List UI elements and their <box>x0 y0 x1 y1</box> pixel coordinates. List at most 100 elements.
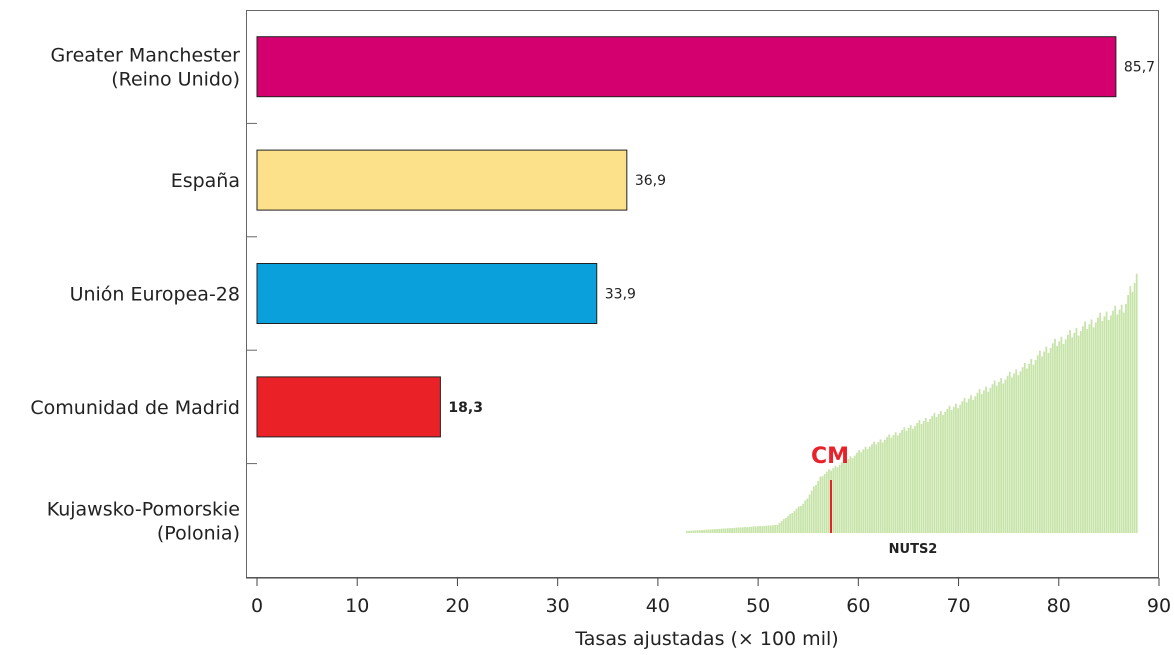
inset-bar <box>959 404 962 533</box>
inset-bar <box>785 517 787 533</box>
inset-bar <box>1079 330 1082 533</box>
inset-bar <box>711 529 714 533</box>
inset-bar <box>726 528 729 533</box>
inset-bar <box>741 527 744 533</box>
inset-bar <box>1021 367 1024 533</box>
inset-bar <box>690 530 693 533</box>
inset-bar <box>1131 291 1134 533</box>
inset-bar <box>746 527 749 533</box>
inset-bar <box>823 474 826 533</box>
inset-bar <box>789 513 792 533</box>
inset-bar <box>1105 311 1108 533</box>
x-tick-label: 90 <box>1147 595 1171 617</box>
inset-bar <box>922 420 925 533</box>
inset-bar <box>733 527 736 533</box>
inset-bar <box>819 476 822 533</box>
inset-bar <box>1043 351 1046 533</box>
inset-bar <box>787 515 789 533</box>
inset-bar <box>802 503 804 533</box>
inset-bar <box>705 529 708 533</box>
inset-bar <box>1028 363 1030 533</box>
inset-bar <box>686 531 688 533</box>
inset-bar <box>907 427 910 533</box>
inset-bar <box>924 418 927 533</box>
inset-bar <box>1023 362 1026 533</box>
inset-bar <box>980 393 983 533</box>
inset-bar <box>946 408 949 533</box>
inset-bar <box>812 486 815 533</box>
inset-bar <box>1099 312 1102 533</box>
inset-bar <box>834 465 837 533</box>
inset-bar <box>952 406 955 533</box>
inset-bar <box>899 432 901 533</box>
inset-bar <box>1103 316 1106 533</box>
inset-bar <box>1110 315 1112 533</box>
data-label: 85,7 <box>1124 60 1155 76</box>
inset-bar <box>858 450 860 533</box>
inset-bar <box>1000 378 1002 533</box>
inset-bar <box>1122 312 1125 533</box>
inset-bar <box>1017 375 1020 533</box>
inset-bar <box>1047 352 1050 533</box>
inset-bar <box>808 494 811 533</box>
inset-bar <box>1056 345 1058 533</box>
bars <box>256 36 1117 438</box>
inset-bar <box>1077 335 1080 533</box>
x-tick-label: 0 <box>251 595 263 617</box>
inset-bar <box>707 529 710 533</box>
inset-bar <box>1101 320 1104 533</box>
inset-bar <box>797 506 800 533</box>
inset-bar <box>1058 341 1061 533</box>
inset-bar <box>905 430 908 533</box>
inset-bar <box>698 530 701 533</box>
category-label: (Reino Unido) <box>111 69 240 91</box>
x-axis-ticks: 0 10 20 30 40 50 60 70 80 90 <box>251 578 1171 617</box>
category-label: Unión Europea-28 <box>70 284 240 306</box>
inset-bar <box>731 528 733 533</box>
inset-bar <box>1015 369 1018 533</box>
inset-bar <box>828 469 830 533</box>
inset-bar <box>868 446 871 533</box>
inset-bar <box>1062 343 1065 533</box>
inset-bar <box>1054 338 1056 533</box>
inset-bar <box>748 526 751 533</box>
inset-bar <box>965 402 968 533</box>
inset-bar <box>716 529 718 533</box>
inset-bar <box>916 423 919 533</box>
inset-bar <box>877 441 880 533</box>
inset-bar <box>735 527 738 533</box>
inset-bar <box>881 442 884 533</box>
inset-bar <box>985 386 987 533</box>
x-tick-label: 80 <box>1047 595 1071 617</box>
inset-bar <box>935 416 938 533</box>
inset-bar <box>978 389 981 533</box>
inset-bar <box>701 530 703 533</box>
inset-bar <box>765 525 768 533</box>
inset-bar <box>1118 309 1121 533</box>
inset-bar <box>1030 359 1033 533</box>
inset-bar <box>713 529 716 533</box>
inset-bar <box>739 527 742 533</box>
inset-bar <box>774 525 776 533</box>
inset-bar <box>1116 314 1119 533</box>
inset-bar <box>894 432 897 533</box>
inset-bar <box>879 439 882 533</box>
inset-bar <box>1066 334 1069 533</box>
inset-bar <box>866 449 869 533</box>
x-tick-label: 70 <box>946 595 970 617</box>
inset-bar <box>1086 329 1089 533</box>
inset-bar <box>791 512 794 533</box>
inset-bar <box>957 408 959 533</box>
category-label: España <box>171 170 240 192</box>
nuts2-inset: CM NUTS2 <box>686 273 1138 557</box>
inset-bar <box>1084 321 1086 533</box>
inset-bar <box>974 396 977 533</box>
inset-bar <box>937 413 940 533</box>
inset-bar <box>892 434 895 533</box>
inset-bar <box>1011 377 1013 533</box>
y-axis-ticks <box>246 122 257 465</box>
inset-bar <box>963 397 966 533</box>
inset-bar <box>903 427 906 533</box>
inset-bar <box>838 464 841 533</box>
x-tick-label: 50 <box>746 595 770 617</box>
